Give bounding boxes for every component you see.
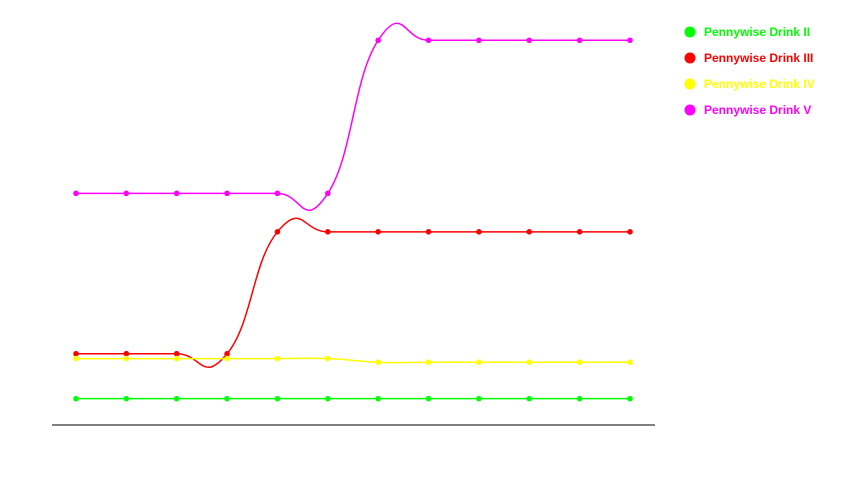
data-point bbox=[526, 229, 533, 235]
data-point bbox=[526, 37, 533, 44]
data-point bbox=[173, 350, 180, 357]
legend-item: Pennywise Drink IV bbox=[684, 77, 815, 91]
data-point bbox=[274, 190, 281, 197]
data-point bbox=[627, 37, 633, 44]
data-point bbox=[325, 355, 331, 362]
data-point bbox=[73, 350, 79, 357]
data-point bbox=[173, 190, 180, 197]
legend-marker bbox=[684, 26, 696, 38]
series-line bbox=[75, 357, 630, 364]
data-point bbox=[73, 355, 79, 362]
series-line bbox=[76, 217, 630, 368]
data-point bbox=[526, 359, 533, 366]
data-point bbox=[375, 395, 381, 402]
data-point bbox=[73, 395, 79, 402]
data-point bbox=[173, 395, 180, 402]
data-point bbox=[627, 359, 633, 366]
data-point bbox=[576, 359, 583, 366]
data-point bbox=[173, 355, 180, 362]
data-point bbox=[375, 229, 381, 235]
data-point bbox=[123, 395, 130, 402]
data-point bbox=[325, 395, 331, 402]
data-point bbox=[576, 37, 583, 44]
legend-marker bbox=[684, 104, 696, 116]
legend-label: Pennywise Drink III bbox=[704, 51, 813, 65]
data-point bbox=[425, 229, 432, 235]
data-point bbox=[476, 359, 482, 366]
data-point bbox=[576, 229, 583, 235]
legend-label: Pennywise Drink II bbox=[704, 25, 810, 39]
data-point bbox=[224, 190, 230, 197]
data-point bbox=[425, 395, 432, 402]
legend-item: Pennywise Drink III bbox=[684, 51, 813, 65]
data-point bbox=[375, 37, 381, 44]
data-point bbox=[224, 350, 230, 357]
legend: Pennywise Drink II Pennywise Drink III Pen… bbox=[684, 25, 815, 117]
series-line bbox=[75, 22, 630, 211]
series-2 bbox=[73, 217, 633, 368]
data-point bbox=[274, 395, 281, 402]
legend-marker bbox=[684, 78, 696, 90]
data-point bbox=[576, 395, 583, 402]
series-3 bbox=[73, 355, 633, 366]
legend-marker bbox=[684, 52, 696, 64]
data-point bbox=[325, 229, 331, 235]
data-point bbox=[627, 229, 633, 235]
legend-label: Pennywise Drink V bbox=[704, 103, 811, 117]
data-point bbox=[476, 395, 482, 402]
data-point bbox=[73, 190, 79, 197]
data-point bbox=[123, 355, 130, 362]
data-point bbox=[476, 37, 482, 44]
series-layer bbox=[73, 22, 633, 402]
data-point bbox=[123, 350, 130, 357]
data-point bbox=[224, 355, 230, 362]
data-point bbox=[526, 395, 533, 402]
data-point bbox=[425, 37, 432, 44]
legend-item: Pennywise Drink V bbox=[684, 103, 811, 117]
data-point bbox=[224, 395, 230, 402]
data-point bbox=[425, 359, 432, 366]
series-4 bbox=[73, 22, 633, 211]
legend-label: Pennywise Drink IV bbox=[704, 77, 815, 91]
data-point bbox=[274, 229, 281, 235]
series-1 bbox=[73, 395, 633, 402]
data-point bbox=[274, 355, 281, 362]
data-point bbox=[476, 229, 482, 235]
data-point bbox=[325, 190, 331, 197]
data-point bbox=[375, 359, 381, 366]
data-point bbox=[627, 395, 633, 402]
data-point bbox=[123, 190, 130, 197]
legend-item: Pennywise Drink II bbox=[684, 25, 810, 39]
